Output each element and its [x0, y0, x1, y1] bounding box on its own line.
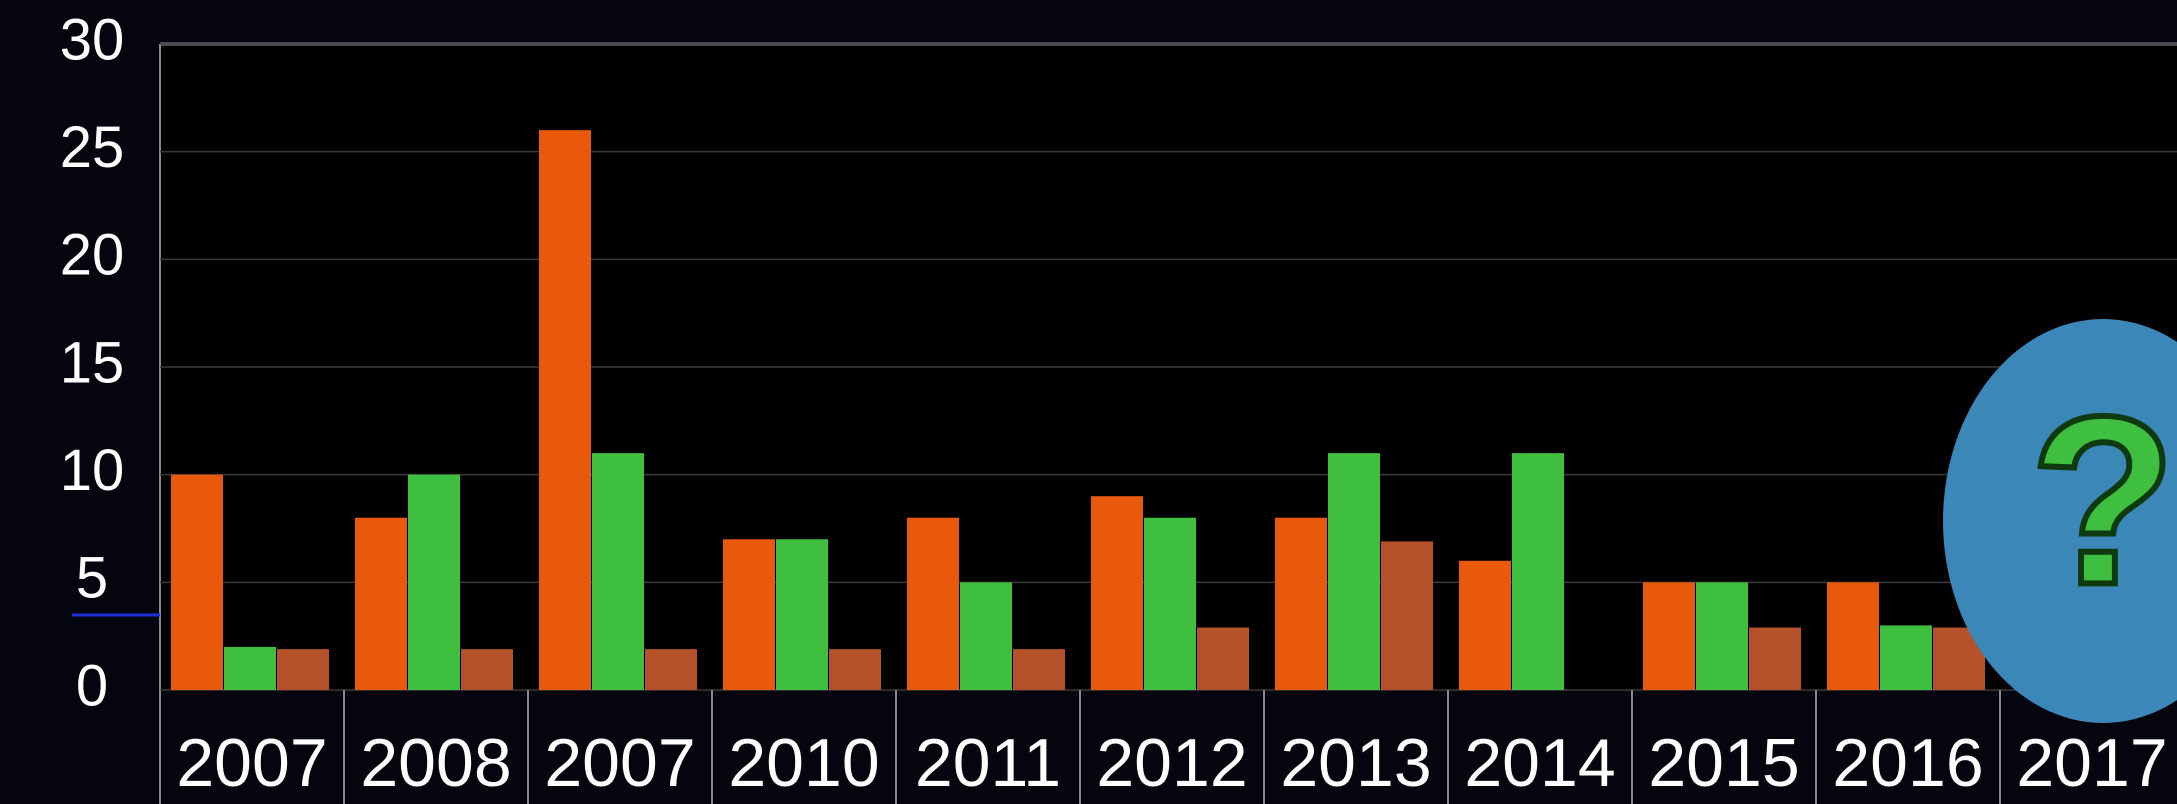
bar	[1144, 517, 1196, 690]
x-tick-label: 2010	[728, 725, 879, 801]
bar	[1197, 627, 1249, 690]
bar	[1275, 517, 1327, 690]
y-tick-label: 20	[60, 223, 125, 288]
bar	[592, 453, 644, 690]
bar	[1696, 582, 1748, 690]
x-tick-label: 2015	[1648, 725, 1799, 801]
bar	[355, 517, 407, 690]
bar	[1749, 627, 1801, 690]
x-tick-label: 2011	[915, 725, 1061, 801]
bar	[539, 130, 591, 691]
x-tick-label: 2014	[1464, 725, 1615, 801]
bar	[277, 649, 329, 690]
x-tick-label: 2012	[1096, 725, 1247, 801]
y-tick-label: 0	[76, 653, 108, 718]
question-bubble	[1943, 319, 2177, 723]
bar	[907, 517, 959, 690]
bar	[1880, 625, 1932, 690]
bar	[960, 582, 1012, 690]
bar	[224, 646, 276, 690]
labels: 0 5 10 15 20 25 30 2007 2008 2007 2010 2011 2012 2013…	[60, 7, 2168, 804]
bar	[723, 539, 775, 690]
bar	[1643, 582, 1695, 690]
bar	[1459, 560, 1511, 690]
bar	[776, 539, 828, 690]
bars	[171, 130, 1985, 691]
y-tick-label: 15	[60, 330, 125, 395]
bar	[1328, 453, 1380, 690]
y-tick-label: 10	[60, 438, 125, 503]
bar	[1013, 649, 1065, 690]
bar	[1381, 541, 1433, 690]
x-tick-label: 2008	[360, 725, 511, 801]
bar	[829, 649, 881, 690]
x-tick-label: 2007	[176, 725, 327, 801]
y-tick-label: 5	[76, 546, 108, 611]
x-tick-label: 2007	[544, 725, 695, 801]
bar	[1512, 453, 1564, 690]
bar	[408, 474, 460, 690]
bar	[1091, 496, 1143, 690]
bar	[1827, 582, 1879, 690]
y-tick-label: 30	[60, 7, 125, 72]
x-tick-label: 2016	[1832, 725, 1983, 801]
bar	[171, 474, 223, 690]
y-tick-label: 25	[60, 115, 125, 180]
bar	[645, 649, 697, 690]
x-tick-label: 2017	[2016, 725, 2167, 801]
x-tick-label: 2013	[1280, 725, 1431, 801]
annotation: ?	[2030, 366, 2177, 634]
bar	[461, 649, 513, 690]
